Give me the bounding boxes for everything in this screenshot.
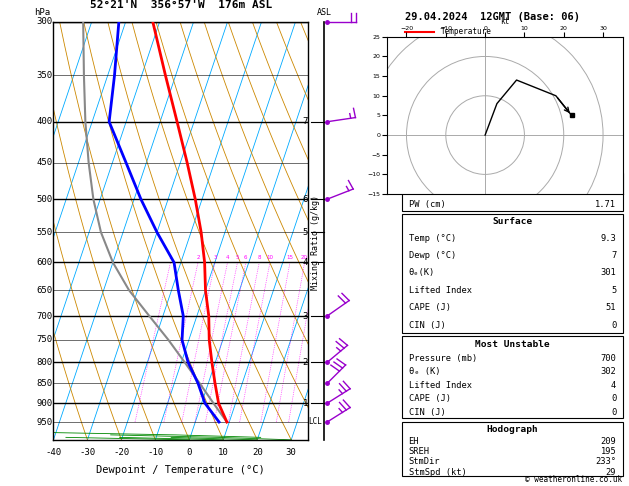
Text: 20: 20	[252, 448, 263, 457]
Text: 600: 600	[36, 258, 52, 267]
Text: 800: 800	[36, 358, 52, 367]
Text: K: K	[408, 174, 414, 184]
Text: EH: EH	[408, 437, 419, 446]
Text: 750: 750	[36, 335, 52, 345]
Text: 0: 0	[187, 448, 192, 457]
Text: 4: 4	[303, 258, 308, 267]
Text: 650: 650	[36, 286, 52, 295]
Text: StmDir: StmDir	[408, 457, 440, 467]
Text: -20: -20	[113, 448, 130, 457]
Text: 4: 4	[611, 381, 616, 390]
Text: 500: 500	[36, 195, 52, 204]
Text: hPa: hPa	[34, 8, 50, 17]
Text: Isotherm: Isotherm	[440, 124, 477, 133]
Text: -30: -30	[79, 448, 96, 457]
Bar	[402, 422, 623, 476]
Text: 195: 195	[601, 447, 616, 456]
Text: 1: 1	[303, 399, 308, 408]
Text: 52°21'N  356°57'W  176m ASL: 52°21'N 356°57'W 176m ASL	[90, 0, 272, 10]
Text: 47: 47	[606, 188, 616, 196]
Text: 5: 5	[611, 286, 616, 295]
Text: Dewp (°C): Dewp (°C)	[408, 251, 456, 260]
Text: Pressure (mb): Pressure (mb)	[408, 354, 477, 363]
Text: 0: 0	[611, 408, 616, 417]
Text: -40: -40	[45, 448, 62, 457]
Text: 6: 6	[303, 195, 308, 204]
Text: 1.71: 1.71	[595, 200, 616, 209]
Text: 7: 7	[303, 117, 308, 126]
Text: Parcel Trajectory: Parcel Trajectory	[440, 66, 519, 75]
Text: StmSpd (kt): StmSpd (kt)	[408, 468, 466, 477]
Text: 29: 29	[606, 468, 616, 477]
Text: PW (cm): PW (cm)	[408, 200, 445, 209]
Text: 950: 950	[36, 417, 52, 427]
Text: 4: 4	[226, 256, 229, 260]
Text: Dry Adiabat: Dry Adiabat	[440, 86, 491, 94]
X-axis label: kt: kt	[500, 17, 509, 26]
Text: Dewpoint / Temperature (°C): Dewpoint / Temperature (°C)	[96, 465, 265, 475]
Text: 209: 209	[601, 437, 616, 446]
Bar	[402, 173, 623, 211]
Text: θₑ(K): θₑ(K)	[408, 268, 435, 278]
Text: Most Unstable: Most Unstable	[475, 340, 550, 349]
Text: 10: 10	[267, 256, 274, 260]
Text: CIN (J): CIN (J)	[408, 321, 445, 330]
Text: 2: 2	[196, 256, 200, 260]
Text: Mixing Ratio (g/kg): Mixing Ratio (g/kg)	[311, 195, 320, 291]
Text: 350: 350	[36, 71, 52, 80]
Text: Totals Totals: Totals Totals	[408, 188, 477, 196]
Text: 9.3: 9.3	[601, 234, 616, 243]
Text: 6: 6	[244, 256, 248, 260]
Text: ASL: ASL	[316, 8, 331, 17]
Text: 450: 450	[36, 158, 52, 167]
Text: 300: 300	[36, 17, 52, 26]
Text: 5: 5	[303, 228, 308, 237]
Text: 15: 15	[286, 256, 294, 260]
Text: © weatheronline.co.uk: © weatheronline.co.uk	[525, 474, 623, 484]
Text: SREH: SREH	[408, 447, 430, 456]
Text: 850: 850	[36, 379, 52, 388]
Text: CAPE (J): CAPE (J)	[408, 394, 450, 403]
Text: CAPE (J): CAPE (J)	[408, 303, 450, 312]
Text: LCL: LCL	[309, 417, 323, 426]
Text: 2: 2	[303, 358, 308, 367]
Text: -10: -10	[147, 448, 164, 457]
Text: Temp (°C): Temp (°C)	[408, 234, 456, 243]
Text: 0: 0	[611, 394, 616, 403]
Text: CIN (J): CIN (J)	[408, 408, 445, 417]
Text: km: km	[318, 0, 330, 2]
Text: Hodograph: Hodograph	[486, 425, 538, 434]
Text: Mixing Ratio: Mixing Ratio	[440, 144, 496, 153]
Text: 0: 0	[611, 321, 616, 330]
Text: 30: 30	[286, 448, 297, 457]
Text: Surface: Surface	[493, 217, 533, 226]
Bar	[402, 336, 623, 418]
Text: 51: 51	[606, 303, 616, 312]
Text: 5: 5	[236, 256, 239, 260]
Text: 20: 20	[301, 256, 308, 260]
Text: 23: 23	[606, 174, 616, 184]
Text: 550: 550	[36, 228, 52, 237]
Text: 10: 10	[218, 448, 229, 457]
Text: θₑ (K): θₑ (K)	[408, 367, 440, 377]
Text: 700: 700	[601, 354, 616, 363]
Text: 1: 1	[169, 256, 172, 260]
Text: Lifted Index: Lifted Index	[408, 286, 472, 295]
Text: 302: 302	[601, 367, 616, 377]
Text: 29.04.2024  12GMT (Base: 06): 29.04.2024 12GMT (Base: 06)	[405, 12, 581, 22]
Text: 700: 700	[36, 312, 52, 320]
Text: Lifted Index: Lifted Index	[408, 381, 472, 390]
Text: 301: 301	[601, 268, 616, 278]
Text: 8: 8	[257, 256, 261, 260]
Text: Dewpoint: Dewpoint	[440, 47, 477, 55]
Text: 400: 400	[36, 117, 52, 126]
Bar	[402, 214, 623, 333]
Text: 233°: 233°	[595, 457, 616, 467]
Text: 900: 900	[36, 399, 52, 408]
Text: 3: 3	[303, 312, 308, 320]
Text: 7: 7	[611, 251, 616, 260]
Text: Temperature: Temperature	[440, 27, 491, 36]
Text: 3: 3	[213, 256, 217, 260]
Text: Wet Adiabat: Wet Adiabat	[440, 105, 491, 114]
